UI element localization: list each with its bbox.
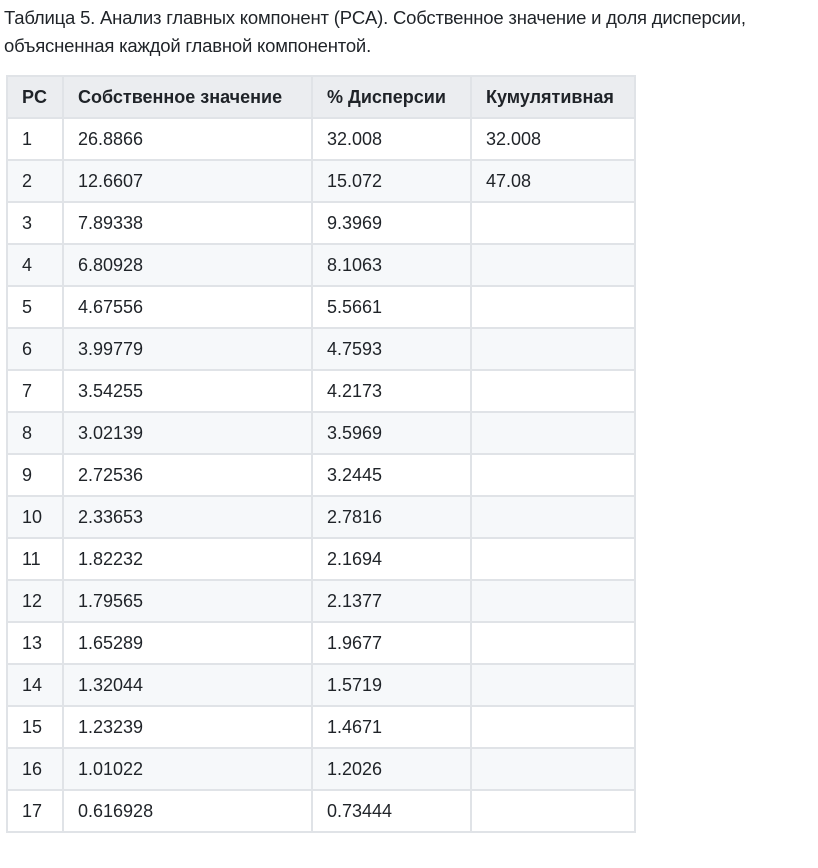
- cell-variance-percent: 32.008: [311, 117, 472, 161]
- cell-variance-percent: 8.1063: [311, 243, 472, 287]
- cell-eigenvalue: 3.99779: [62, 327, 313, 371]
- cell-cumulative: [470, 201, 636, 245]
- cell-eigenvalue: 1.01022: [62, 747, 313, 791]
- table-row: 17 0.616928 0.73444: [6, 789, 636, 833]
- cell-cumulative: [470, 789, 636, 833]
- cell-pc: 14: [6, 663, 64, 707]
- table-row: 5 4.67556 5.5661: [6, 285, 636, 329]
- cell-variance-percent: 1.2026: [311, 747, 472, 791]
- cell-pc: 16: [6, 747, 64, 791]
- cell-cumulative: [470, 327, 636, 371]
- table-row: 8 3.02139 3.5969: [6, 411, 636, 455]
- table-row: 14 1.32044 1.5719: [6, 663, 636, 707]
- table-row: 4 6.80928 8.1063: [6, 243, 636, 287]
- cell-variance-percent: 1.4671: [311, 705, 472, 749]
- table-row: 6 3.99779 4.7593: [6, 327, 636, 371]
- table-row: 16 1.01022 1.2026: [6, 747, 636, 791]
- cell-eigenvalue: 6.80928: [62, 243, 313, 287]
- cell-eigenvalue: 1.82232: [62, 537, 313, 581]
- cell-cumulative: [470, 495, 636, 539]
- header-eigenvalue: Собственное значение: [62, 75, 313, 119]
- cell-pc: 3: [6, 201, 64, 245]
- table-row: 9 2.72536 3.2445: [6, 453, 636, 497]
- cell-variance-percent: 3.5969: [311, 411, 472, 455]
- table-row: 12 1.79565 2.1377: [6, 579, 636, 623]
- table-caption: Таблица 5. Анализ главных компонент (PCA…: [4, 7, 746, 56]
- cell-pc: 15: [6, 705, 64, 749]
- cell-variance-percent: 9.3969: [311, 201, 472, 245]
- cell-eigenvalue: 2.33653: [62, 495, 313, 539]
- cell-cumulative: [470, 453, 636, 497]
- cell-cumulative: [470, 243, 636, 287]
- table-row: 13 1.65289 1.9677: [6, 621, 636, 665]
- cell-cumulative: [470, 369, 636, 413]
- cell-variance-percent: 3.2445: [311, 453, 472, 497]
- header-cumulative: Кумулятивная: [470, 75, 636, 119]
- cell-cumulative: 32.008: [470, 117, 636, 161]
- cell-pc: 6: [6, 327, 64, 371]
- cell-pc: 17: [6, 789, 64, 833]
- cell-cumulative: [470, 579, 636, 623]
- cell-pc: 4: [6, 243, 64, 287]
- header-pc: PC: [6, 75, 64, 119]
- cell-eigenvalue: 4.67556: [62, 285, 313, 329]
- cell-cumulative: [470, 537, 636, 581]
- cell-pc: 7: [6, 369, 64, 413]
- cell-cumulative: [470, 705, 636, 749]
- cell-eigenvalue: 7.89338: [62, 201, 313, 245]
- table-row: 7 3.54255 4.2173: [6, 369, 636, 413]
- table-header-row: PC Собственное значение % Дисперсии Куму…: [6, 75, 636, 119]
- table-row: 3 7.89338 9.3969: [6, 201, 636, 245]
- cell-variance-percent: 2.1377: [311, 579, 472, 623]
- cell-cumulative: [470, 285, 636, 329]
- cell-variance-percent: 5.5661: [311, 285, 472, 329]
- cell-variance-percent: 2.1694: [311, 537, 472, 581]
- cell-variance-percent: 4.7593: [311, 327, 472, 371]
- cell-variance-percent: 2.7816: [311, 495, 472, 539]
- cell-variance-percent: 1.5719: [311, 663, 472, 707]
- cell-eigenvalue: 1.79565: [62, 579, 313, 623]
- cell-cumulative: [470, 621, 636, 665]
- cell-pc: 11: [6, 537, 64, 581]
- table-row: 10 2.33653 2.7816: [6, 495, 636, 539]
- cell-pc: 10: [6, 495, 64, 539]
- cell-pc: 1: [6, 117, 64, 161]
- cell-eigenvalue: 1.23239: [62, 705, 313, 749]
- cell-eigenvalue: 1.32044: [62, 663, 313, 707]
- table-row: 2 12.6607 15.072 47.08: [6, 159, 636, 203]
- cell-eigenvalue: 12.6607: [62, 159, 313, 203]
- cell-eigenvalue: 26.8866: [62, 117, 313, 161]
- table-row: 11 1.82232 2.1694: [6, 537, 636, 581]
- cell-pc: 2: [6, 159, 64, 203]
- cell-eigenvalue: 2.72536: [62, 453, 313, 497]
- cell-variance-percent: 4.2173: [311, 369, 472, 413]
- table-row: 15 1.23239 1.4671: [6, 705, 636, 749]
- cell-pc: 12: [6, 579, 64, 623]
- header-variance-percent: % Дисперсии: [311, 75, 472, 119]
- cell-pc: 5: [6, 285, 64, 329]
- cell-cumulative: [470, 411, 636, 455]
- cell-cumulative: [470, 663, 636, 707]
- cell-eigenvalue: 0.616928: [62, 789, 313, 833]
- cell-pc: 13: [6, 621, 64, 665]
- cell-cumulative: 47.08: [470, 159, 636, 203]
- cell-eigenvalue: 1.65289: [62, 621, 313, 665]
- cell-cumulative: [470, 747, 636, 791]
- cell-pc: 8: [6, 411, 64, 455]
- pca-table: PC Собственное значение % Дисперсии Куму…: [6, 75, 636, 833]
- cell-eigenvalue: 3.54255: [62, 369, 313, 413]
- cell-pc: 9: [6, 453, 64, 497]
- cell-variance-percent: 1.9677: [311, 621, 472, 665]
- cell-eigenvalue: 3.02139: [62, 411, 313, 455]
- table-row: 1 26.8866 32.008 32.008: [6, 117, 636, 161]
- cell-variance-percent: 15.072: [311, 159, 472, 203]
- cell-variance-percent: 0.73444: [311, 789, 472, 833]
